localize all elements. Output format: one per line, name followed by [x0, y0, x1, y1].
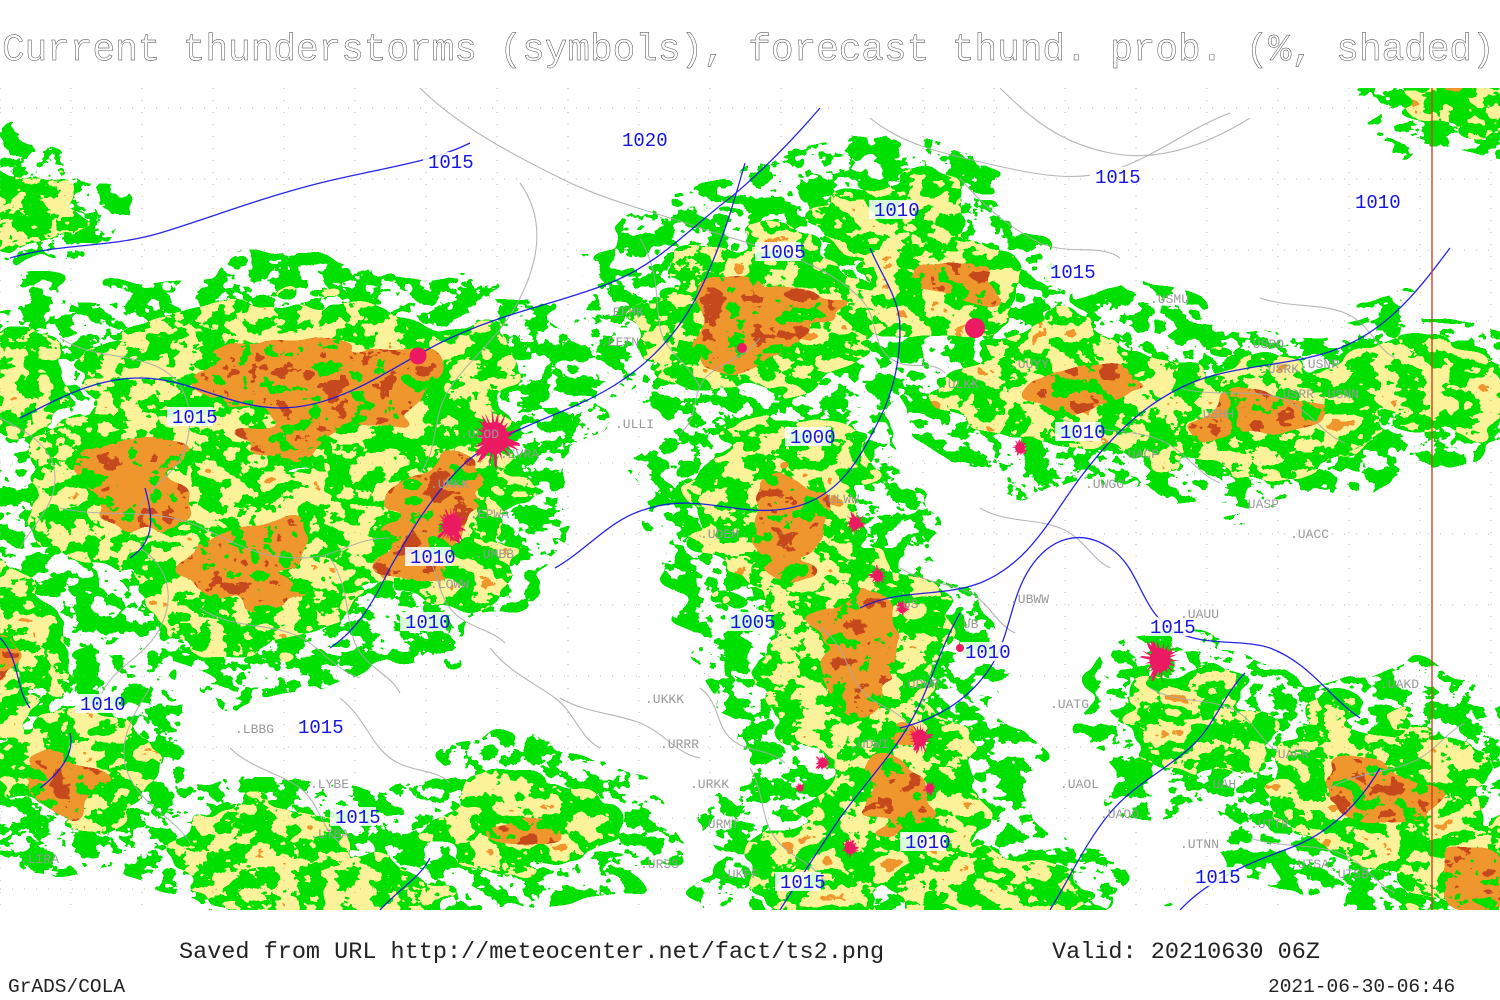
svg-text:1015: 1015	[780, 872, 826, 894]
svg-text:.UAOL: .UAOL	[1060, 777, 1099, 792]
svg-text:.UAUU: .UAUU	[1180, 607, 1219, 622]
svg-text:.UTSB: .UTSB	[1330, 867, 1369, 882]
svg-text:.UDWI: .UDWI	[850, 737, 889, 752]
svg-text:.UACP: .UACP	[1120, 447, 1159, 462]
svg-text:.UAOO: .UAOO	[1100, 807, 1139, 822]
svg-text:.UAKD: .UAKD	[1380, 677, 1419, 692]
svg-text:.UDEM: .UDEM	[700, 527, 739, 542]
svg-text:.EPWA: .EPWA	[470, 507, 509, 522]
svg-text:1010: 1010	[1355, 192, 1401, 214]
svg-text:.USNN: .USNN	[1320, 387, 1359, 402]
svg-text:.UACC: .UACC	[1290, 527, 1329, 542]
svg-text:.UMKK: .UMKK	[430, 477, 469, 492]
svg-text:.ULWW: .ULWW	[820, 492, 859, 507]
svg-text:1010: 1010	[410, 547, 456, 569]
svg-text:.USRO: .USRO	[1245, 337, 1284, 352]
svg-text:.URSS: .URSS	[640, 857, 679, 872]
svg-text:.US: .US	[895, 597, 919, 612]
svg-text:1010: 1010	[80, 694, 126, 716]
svg-text:1005: 1005	[760, 242, 806, 264]
svg-text:1015: 1015	[428, 152, 474, 174]
svg-text:.UAFR: .UAFR	[1270, 747, 1309, 762]
svg-text:1015: 1015	[1050, 262, 1096, 284]
svg-text:.UWGG: .UWGG	[1085, 477, 1124, 492]
svg-text:.LTBA: .LTBA	[310, 827, 349, 842]
svg-text:.URRR: .URRR	[660, 737, 699, 752]
svg-text:.USRK: .USRK	[1260, 362, 1299, 377]
svg-text:.URKK: .URKK	[690, 777, 729, 792]
svg-text:1015: 1015	[335, 807, 381, 829]
svg-text:.UATG: .UATG	[1050, 697, 1089, 712]
svg-text:.EFHK: .EFHK	[605, 305, 644, 320]
svg-text:.LOWW: .LOWW	[430, 577, 469, 592]
svg-text:.UBWW: .UBWW	[1010, 592, 1049, 607]
svg-text:1015: 1015	[172, 407, 218, 429]
svg-text:1020: 1020	[622, 130, 668, 152]
svg-text:.LYBE: .LYBE	[310, 777, 349, 792]
svg-text:.EETN: .EETN	[600, 335, 639, 350]
svg-text:1015: 1015	[1095, 167, 1141, 189]
svg-text:.UTSA: .UTSA	[1290, 857, 1329, 872]
svg-text:.LBBG: .LBBG	[235, 722, 274, 737]
svg-text:.UAH: .UAH	[1205, 777, 1236, 792]
svg-text:.USRR: .USRR	[1275, 387, 1314, 402]
svg-text:.UKFF: .UKFF	[720, 867, 759, 882]
svg-text:1015: 1015	[1195, 867, 1241, 889]
svg-text:.ULKK: .ULKK	[940, 377, 979, 392]
svg-text:1010: 1010	[1060, 422, 1106, 444]
svg-text:.ULLI: .ULLI	[615, 417, 654, 432]
svg-text:.URMT: .URMT	[700, 817, 739, 832]
svg-text:1010: 1010	[905, 832, 951, 854]
svg-text:1015: 1015	[298, 717, 344, 739]
svg-text:.UKKK: .UKKK	[645, 692, 684, 707]
svg-text:.USHH: .USHH	[1195, 407, 1234, 422]
svg-text:.UASP: .UASP	[1240, 497, 1279, 512]
svg-text:.USNR: .USNR	[1300, 357, 1339, 372]
svg-text:1010: 1010	[405, 612, 451, 634]
svg-text:.UUYY: .UUYY	[1010, 357, 1049, 372]
svg-text:.UTTR: .UTTR	[1250, 817, 1289, 832]
svg-text:.USMU: .USMU	[1150, 292, 1189, 307]
svg-text:1000: 1000	[790, 427, 836, 449]
svg-text:.UDWR: .UDWR	[900, 677, 939, 692]
svg-text:1010: 1010	[965, 642, 1011, 664]
svg-text:.LIRA: .LIRA	[20, 852, 59, 867]
svg-text:.UB: .UB	[955, 617, 979, 632]
svg-text:1010: 1010	[874, 200, 920, 222]
svg-text:.UMBB: .UMBB	[475, 547, 514, 562]
svg-text:.UTNN: .UTNN	[1180, 837, 1219, 852]
svg-text:1005: 1005	[730, 612, 776, 634]
svg-text:.EVRA: .EVRA	[500, 447, 539, 462]
svg-text:.ULOD: .ULOD	[460, 427, 499, 442]
